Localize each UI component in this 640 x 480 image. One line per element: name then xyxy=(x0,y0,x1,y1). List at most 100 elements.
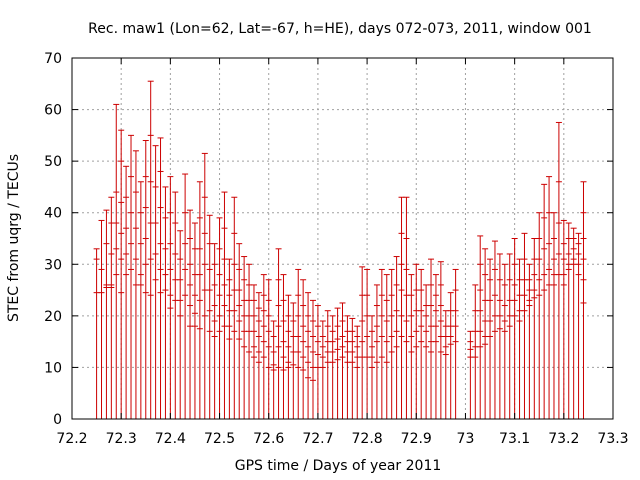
epoch-group xyxy=(300,279,307,419)
epoch-group xyxy=(491,240,498,419)
y-tick-label: 60 xyxy=(44,103,62,119)
y-tick-label: 40 xyxy=(44,206,62,222)
epoch-group xyxy=(373,284,380,419)
epoch-group xyxy=(383,274,390,419)
x-tick-label: 73.3 xyxy=(597,431,628,447)
epoch-group xyxy=(388,268,395,419)
epoch-group xyxy=(221,191,228,419)
x-tick-label: 73.1 xyxy=(499,431,530,447)
epoch-group xyxy=(354,325,361,419)
x-tick-label: 72.7 xyxy=(302,431,333,447)
epoch-group xyxy=(172,191,179,419)
epoch-group xyxy=(437,261,444,419)
grid-lines xyxy=(72,58,613,419)
epoch-group xyxy=(536,212,543,419)
chart-title: Rec. maw1 (Lon=62, Lat=-67, h=HE), days … xyxy=(88,21,592,37)
epoch-group xyxy=(98,219,105,419)
epoch-group xyxy=(93,248,100,419)
epoch-group xyxy=(487,258,494,419)
epoch-group xyxy=(580,181,587,419)
epoch-group xyxy=(265,279,272,419)
epoch-group xyxy=(241,256,248,419)
epoch-group xyxy=(231,196,238,419)
x-tick-label: 72.5 xyxy=(204,431,235,447)
epoch-group xyxy=(108,196,115,419)
epoch-group xyxy=(236,243,243,419)
x-tick-label: 73.2 xyxy=(548,431,579,447)
y-axis-label: STEC from uqrg / TECUs xyxy=(6,154,22,322)
epoch-group xyxy=(521,232,528,419)
data-series xyxy=(93,80,587,419)
epoch-group xyxy=(526,263,533,419)
epoch-group xyxy=(432,274,439,419)
epoch-group xyxy=(275,248,282,419)
epoch-group xyxy=(428,258,435,419)
epoch-group xyxy=(295,268,302,419)
y-tick-label: 70 xyxy=(44,51,62,67)
epoch-group xyxy=(260,274,267,419)
epoch-group xyxy=(378,268,385,419)
epoch-group xyxy=(511,238,518,419)
epoch-group xyxy=(187,209,194,419)
epoch-group xyxy=(216,217,223,419)
epoch-group xyxy=(103,209,110,419)
epoch-group xyxy=(290,302,297,419)
epoch-group xyxy=(305,292,312,419)
epoch-group xyxy=(206,214,213,419)
epoch-group xyxy=(201,152,208,419)
epoch-group xyxy=(226,258,233,419)
epoch-group xyxy=(408,274,415,419)
epoch-group xyxy=(349,317,356,419)
epoch-group xyxy=(482,248,489,419)
epoch-group xyxy=(250,284,257,419)
x-axis-label: GPS time / Days of year 2011 xyxy=(235,458,442,474)
y-tick-label: 10 xyxy=(44,360,62,376)
epoch-group xyxy=(152,145,159,419)
epoch-group xyxy=(403,196,410,419)
epoch-group xyxy=(516,258,523,419)
epoch-group xyxy=(319,320,326,419)
epoch-group xyxy=(113,103,120,419)
epoch-group xyxy=(280,274,287,419)
epoch-group xyxy=(255,292,262,419)
axes: 72.2 72.3 72.4 72.5 72.6 72.7 72.8 72.9 73 73.1 73… xyxy=(44,51,628,447)
epoch-group xyxy=(123,165,130,419)
epoch-group xyxy=(467,330,474,419)
epoch-group xyxy=(575,232,582,419)
epoch-group xyxy=(369,315,376,419)
epoch-group xyxy=(132,150,139,419)
epoch-group xyxy=(452,268,459,419)
epoch-group xyxy=(314,305,321,419)
epoch-group xyxy=(393,256,400,419)
epoch-group xyxy=(324,310,331,419)
epoch-group xyxy=(418,268,425,419)
epoch-group xyxy=(555,121,562,419)
x-tick-label: 72.4 xyxy=(155,431,186,447)
epoch-group xyxy=(560,219,567,419)
epoch-group xyxy=(565,222,572,419)
epoch-group xyxy=(447,292,454,419)
epoch-group xyxy=(142,140,149,419)
epoch-group xyxy=(270,320,277,419)
epoch-group xyxy=(118,129,125,419)
epoch-group xyxy=(137,181,144,419)
y-tick-label: 30 xyxy=(44,257,62,273)
x-tick-label: 73 xyxy=(457,431,475,447)
plot-frame xyxy=(71,57,614,420)
epoch-group xyxy=(128,134,135,419)
epoch-group xyxy=(329,315,336,419)
epoch-group xyxy=(496,253,503,419)
epoch-group xyxy=(472,284,479,419)
epoch-group xyxy=(570,227,577,419)
epoch-group xyxy=(398,196,405,419)
epoch-group xyxy=(506,253,513,419)
epoch-group xyxy=(364,268,371,419)
epoch-group xyxy=(334,307,341,419)
epoch-group xyxy=(196,181,203,419)
epoch-group xyxy=(246,263,253,419)
epoch-group xyxy=(147,80,154,419)
y-tick-label: 20 xyxy=(44,309,62,325)
epoch-group xyxy=(157,137,164,419)
epoch-group xyxy=(339,302,346,419)
